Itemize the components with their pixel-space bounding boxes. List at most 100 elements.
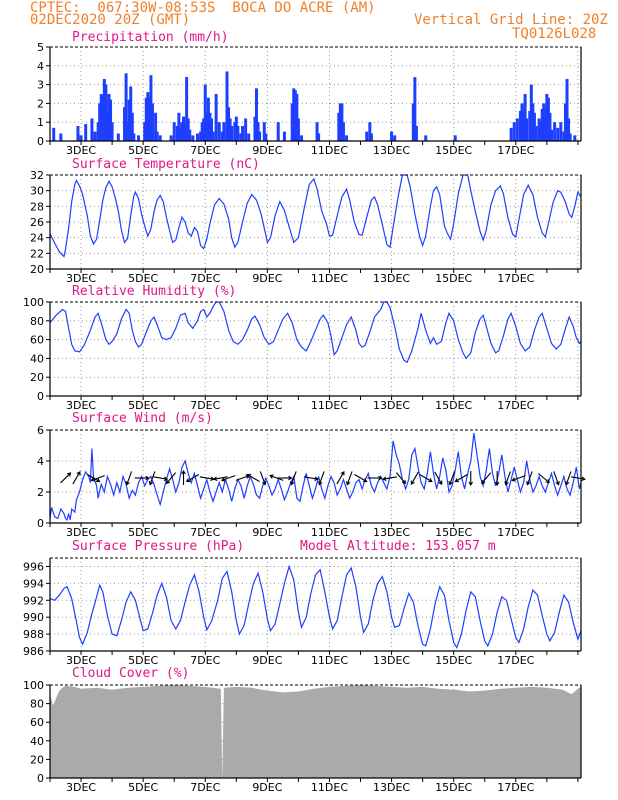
precip-bar <box>101 95 105 141</box>
wind-arrow-shaft <box>419 474 433 482</box>
wind-arrow-shaft <box>346 471 353 485</box>
precip-bar <box>256 122 260 141</box>
wind-arrow-shaft <box>290 471 297 485</box>
wind-arrow-shaft <box>303 476 318 480</box>
wind-arrow <box>382 476 398 482</box>
temp-xtick-label: 13DEC <box>373 272 410 285</box>
wind-arrow-head <box>246 473 251 478</box>
precip-bar <box>512 122 516 141</box>
wind-arrow <box>504 471 511 486</box>
wind-arrow-head <box>410 480 415 485</box>
precip-bar <box>211 131 215 141</box>
cloud-ytick-label: 0 <box>37 772 44 785</box>
wind-arrow-head <box>581 476 586 482</box>
rh-xtick-label: 5DEC <box>128 399 158 412</box>
wind-arrow-head <box>526 481 531 486</box>
temp-xtick-label: 11DEC <box>311 272 348 285</box>
cloud-xtick-label: 17DEC <box>497 781 534 794</box>
precip-bar <box>196 133 199 141</box>
wind-arrow <box>246 473 260 482</box>
model-altitude: Model Altitude: 153.057 m <box>300 539 496 554</box>
precip-bar <box>341 122 345 141</box>
precip-bar <box>214 94 218 141</box>
precip-bar <box>185 77 189 141</box>
wind-arrow-shaft <box>318 471 325 485</box>
precip-bar <box>225 71 229 141</box>
precip-bar <box>109 99 113 141</box>
wind-arrow <box>336 471 345 485</box>
wind-arrow-head <box>163 476 169 482</box>
pres-ytick-label: 996 <box>23 560 44 573</box>
wind-arrow-head <box>346 481 351 486</box>
wind-arrow-head <box>288 475 293 481</box>
cloud-xtick-label: 3DEC <box>66 781 96 794</box>
precip-bar <box>338 103 342 141</box>
wind-arrow-shaft <box>149 471 156 485</box>
cloud-panel: Cloud Cover (%) 0 20 40 60 80 100 3DEC 5DEC 7DEC… <box>23 666 582 794</box>
pres-xtick-label: 3DEC <box>66 654 96 667</box>
wind-ytick-label: 6 <box>37 424 44 437</box>
cloud-title: Cloud Cover (%) <box>72 666 189 681</box>
wind-arrow-head <box>511 477 516 482</box>
precip-bar <box>137 135 140 141</box>
precip-bar <box>295 94 299 141</box>
precip-bar <box>208 112 212 141</box>
temp-line <box>49 174 582 258</box>
wind-xtick-label: 9DEC <box>252 526 282 539</box>
precip-bar <box>230 125 234 141</box>
precip-bar <box>200 122 204 141</box>
wind-arrow-shaft <box>213 476 228 480</box>
precip-bar <box>539 122 543 141</box>
wind-arrow-shaft <box>512 475 526 481</box>
precip-bar <box>262 122 266 141</box>
precip-bar <box>525 118 529 141</box>
precip-bar <box>222 122 226 141</box>
cloud-xtick-label: 5DEC <box>128 781 158 794</box>
precip-bar <box>228 118 232 141</box>
wind-arrow-shaft <box>259 471 266 485</box>
wind-arrow-shaft <box>91 475 105 481</box>
wind-panel: Surface Wind (m/s) 0 2 4 6 3DEC 5DEC 7DEC 9DEC 1… <box>37 411 586 539</box>
rh-xtick-label: 9DEC <box>252 399 282 412</box>
precip-bar <box>144 97 148 141</box>
precip-bar <box>217 122 221 141</box>
wind-arrow <box>553 471 560 486</box>
wind-arrow-head <box>438 480 443 485</box>
precip-bar <box>540 109 544 141</box>
precip-bar <box>220 131 224 141</box>
wind-arrow-shaft <box>354 474 367 482</box>
precip-bar <box>282 131 286 141</box>
wind-arrow-head <box>290 481 295 486</box>
wind-arrow-head <box>564 481 570 486</box>
precip-bar <box>127 99 131 141</box>
wind-arrow-head <box>125 481 130 486</box>
precip-bar <box>180 122 184 141</box>
wind-arrow-head <box>96 478 101 483</box>
wind-arrow <box>185 474 200 483</box>
rh-ytick-label: 0 <box>37 390 44 403</box>
wind-arrow-shaft <box>60 472 71 484</box>
precip-xtick-label: 5DEC <box>128 144 158 157</box>
precip-bar <box>236 125 240 141</box>
precip-bar <box>244 118 248 141</box>
wind-arrow <box>212 476 228 482</box>
pres-xtick-label: 11DEC <box>311 654 348 667</box>
wind-arrow <box>60 472 72 484</box>
rh-ytick-label: 60 <box>30 334 44 347</box>
wind-arrow-head <box>185 478 191 483</box>
wind-arrow-head <box>555 481 560 486</box>
wind-arrow <box>134 475 150 481</box>
pres-line <box>49 564 582 650</box>
wind-arrow-head <box>165 479 171 485</box>
pres-xtick-label: 7DEC <box>190 654 220 667</box>
temp-ytick-label: 22 <box>30 247 44 260</box>
precip-bar <box>178 127 182 141</box>
wind-arrow-shaft <box>336 471 345 485</box>
wind-arrow-head <box>269 474 274 479</box>
precip-bar <box>177 112 181 141</box>
temp-ytick-label: 20 <box>30 263 44 276</box>
precip-bar <box>562 131 566 141</box>
wind-arrow-shaft <box>199 476 214 480</box>
precip-bar <box>188 129 192 141</box>
wind-arrow <box>526 471 533 486</box>
